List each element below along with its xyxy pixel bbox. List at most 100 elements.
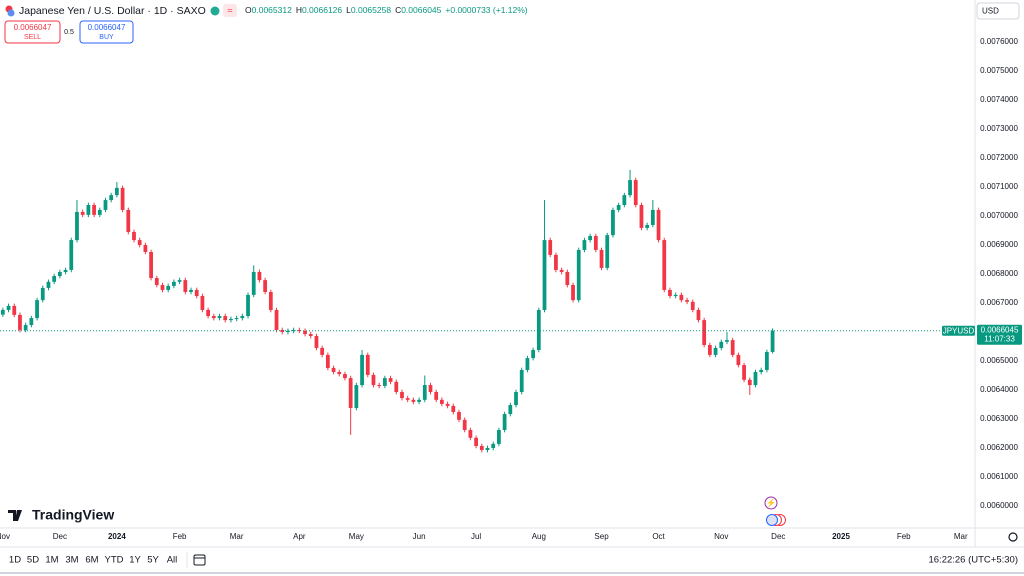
candle-body xyxy=(365,354,370,375)
tradingview-logo[interactable]: TradingView xyxy=(8,507,114,523)
candle-body xyxy=(474,437,478,446)
candle-body xyxy=(92,204,96,215)
range-button[interactable]: 3M xyxy=(65,555,78,566)
settings-icon[interactable] xyxy=(1008,532,1018,542)
y-tick-label: 0.0063000 xyxy=(980,414,1018,423)
candle-body xyxy=(508,405,513,415)
candle-body xyxy=(451,405,456,413)
candle-body xyxy=(645,225,650,228)
range-button[interactable]: 6M xyxy=(85,555,98,566)
candle-body xyxy=(325,354,330,368)
candle-body xyxy=(183,280,188,292)
countdown: 11:07:33 xyxy=(984,334,1015,343)
logo-dot xyxy=(16,510,20,514)
candle-body xyxy=(109,195,114,201)
candle-body xyxy=(371,374,376,386)
x-tick-label: Jun xyxy=(413,532,426,541)
candle-body xyxy=(286,330,290,332)
y-tick-label: 0.0062000 xyxy=(980,443,1018,452)
candle-body xyxy=(519,369,524,393)
market-status[interactable] xyxy=(210,6,220,16)
candle-body xyxy=(268,291,273,310)
candle-body xyxy=(662,240,667,290)
x-tick-label: Feb xyxy=(897,532,911,541)
candle-body xyxy=(736,354,741,366)
candle-body xyxy=(103,200,108,210)
x-tick-label: Mar xyxy=(230,532,244,541)
candle-body xyxy=(514,392,518,406)
candle-body xyxy=(137,240,142,246)
ohlc-value: 0.0066045 xyxy=(401,5,441,15)
candle-body xyxy=(303,330,307,335)
candle-body xyxy=(611,209,615,236)
event-glyph: ⚡ xyxy=(766,498,776,508)
range-button[interactable]: 5D xyxy=(27,555,39,566)
x-tick-label: Jul xyxy=(471,532,481,541)
range-button[interactable]: 1D xyxy=(9,555,21,566)
candle-body xyxy=(29,318,34,326)
candle-body xyxy=(668,289,672,297)
candle-body xyxy=(18,314,22,330)
range-button[interactable]: 1M xyxy=(45,555,58,566)
candle-body xyxy=(713,347,718,355)
x-tick-label: Sep xyxy=(594,532,609,541)
y-tick-label: 0.0072000 xyxy=(980,153,1018,162)
candle-body xyxy=(719,341,724,348)
currency-selector[interactable] xyxy=(976,2,1020,20)
sell-label: SELL xyxy=(24,34,41,41)
candle-body xyxy=(468,429,473,438)
candle-body xyxy=(194,289,199,297)
candle-body xyxy=(274,309,279,330)
symbol-icon xyxy=(7,9,15,17)
ohlc-key: H xyxy=(296,5,302,15)
event-icon[interactable] xyxy=(764,496,778,510)
candle-body xyxy=(86,204,91,215)
candle-body xyxy=(548,240,553,255)
candle-body xyxy=(115,187,119,196)
candle-body xyxy=(97,209,102,215)
data-status[interactable] xyxy=(223,4,237,17)
candle-body xyxy=(6,305,11,310)
candle-body xyxy=(673,294,678,297)
candle-body xyxy=(559,269,564,272)
candle-body xyxy=(417,399,421,402)
range-button[interactable]: All xyxy=(167,555,178,566)
symbol-tag-box xyxy=(942,325,975,336)
candle-body xyxy=(742,365,746,380)
date-range-icon[interactable] xyxy=(193,554,206,566)
range-button[interactable]: 5Y xyxy=(147,555,159,566)
symbol-title[interactable]: Japanese Yen / U.S. Dollar · 1D · SAXO xyxy=(19,5,206,17)
candle-body xyxy=(348,378,353,408)
ohlc-value: 0.0065258 xyxy=(351,5,391,15)
candle-body xyxy=(491,443,496,448)
y-tick-label: 0.0064000 xyxy=(980,385,1018,394)
candle-body xyxy=(297,329,302,331)
candle-body xyxy=(320,347,325,355)
x-tick-label: Dec xyxy=(53,532,67,541)
candle-body xyxy=(685,300,689,302)
range-button[interactable]: 1Y xyxy=(129,555,141,566)
event-icon[interactable] xyxy=(766,514,778,526)
candle-body xyxy=(229,318,233,321)
y-tick-label: 0.0069000 xyxy=(980,240,1018,249)
ohlc-change: +0.0000733 (+1.12%) xyxy=(445,5,527,15)
candle-body xyxy=(217,316,222,319)
y-tick-label: 0.0073000 xyxy=(980,124,1018,133)
range-button[interactable]: YTD xyxy=(105,555,124,566)
candle-body xyxy=(576,249,581,301)
y-tick-label: 0.0065000 xyxy=(980,356,1018,365)
candle-body xyxy=(160,285,165,290)
candle-body xyxy=(582,240,587,250)
candle-body xyxy=(759,369,764,373)
candle-body xyxy=(650,209,655,226)
candle-body xyxy=(143,245,148,252)
candle-body xyxy=(765,352,769,370)
clock[interactable]: 16:22:26 (UTC+5:30) xyxy=(928,555,1018,566)
candle-body xyxy=(428,385,433,393)
x-tick-label: Mar xyxy=(954,532,968,541)
data-status-icon: ≈ xyxy=(228,5,233,15)
candle-body xyxy=(149,251,153,279)
buy-button[interactable] xyxy=(79,20,134,44)
candle-body xyxy=(394,381,399,393)
sell-button[interactable] xyxy=(4,20,61,44)
